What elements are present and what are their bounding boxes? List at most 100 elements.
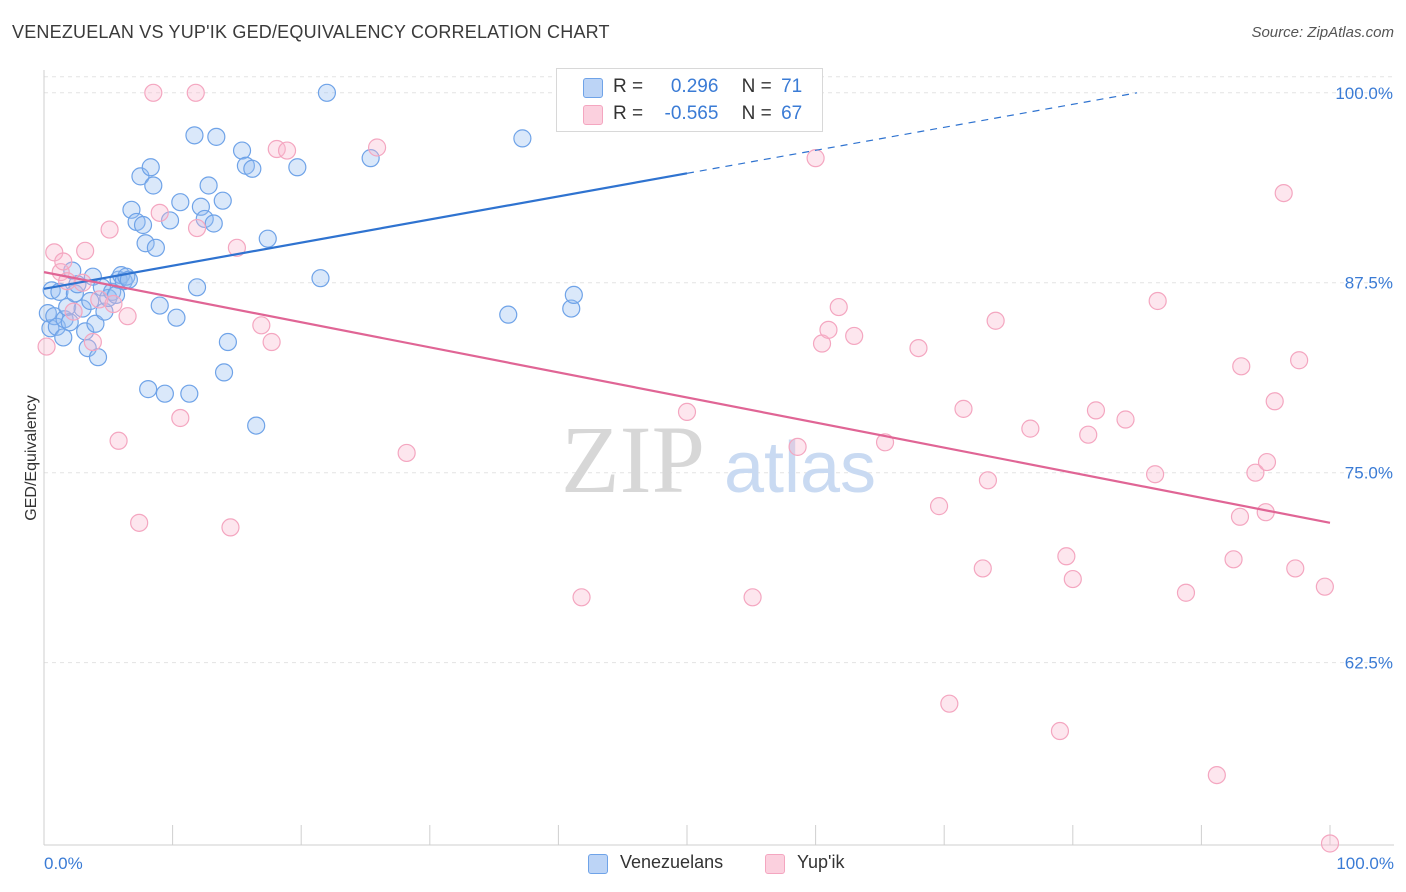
data-points	[37, 83, 1340, 853]
venezuelan-trend-extension	[686, 92, 1138, 174]
yupik-point	[986, 311, 1005, 330]
correlation-legend: R = 0.296 N = 71 R = -0.565 N = 67	[556, 68, 823, 132]
yupik-point	[104, 294, 123, 314]
venezuelan-point	[207, 127, 226, 146]
yupik-point	[1290, 351, 1309, 370]
venezuelan-point	[81, 291, 100, 311]
yupik-point	[1320, 834, 1340, 853]
source-credit: Source: ZipAtlas.com	[1251, 24, 1394, 41]
yupik-point	[875, 433, 895, 452]
venezuelan-point	[199, 176, 218, 195]
yupik-point	[186, 83, 205, 102]
venezuelan-point	[361, 149, 380, 168]
yupik-point	[1274, 183, 1293, 203]
venezuelan-point	[317, 83, 337, 102]
yupik-point	[788, 437, 807, 456]
venezuelan-point	[499, 305, 518, 324]
yupik-point	[929, 497, 949, 516]
venezuelan-point	[218, 332, 237, 352]
bottom-legend-label: Yup'ik	[797, 852, 845, 872]
legend-row-yupik: R = -0.565 N = 67	[583, 103, 802, 125]
legend-r-label: R =	[613, 76, 644, 97]
yupik-point	[1086, 401, 1106, 420]
legend-r-value: 0.296	[670, 76, 719, 97]
yupik-point	[954, 399, 973, 418]
venezuelan-point	[243, 159, 262, 178]
bottom-legend-swatch-blue	[588, 854, 608, 874]
y-tick-label: 62.5%	[1345, 654, 1393, 673]
venezuelan-point	[232, 141, 252, 160]
yupik-point	[187, 218, 207, 238]
yupik-point	[397, 443, 416, 463]
venezuelan-point	[562, 299, 581, 318]
watermark-atlas: atlas	[724, 428, 876, 508]
yupik-point	[144, 83, 163, 102]
yupik-point	[829, 297, 848, 317]
yupik-point	[367, 138, 387, 157]
legend-r-label: R =	[613, 103, 644, 124]
yupik-point	[1230, 507, 1250, 526]
venezuelan-point	[155, 384, 174, 403]
yupik-point	[83, 332, 102, 352]
legend-r-value: -0.565	[664, 103, 719, 124]
venezuelan-point	[150, 296, 169, 315]
bottom-legend-yupik: Yup'ik	[765, 852, 845, 874]
venezuelan-trend-line	[43, 172, 688, 290]
legend-swatch-blue	[583, 78, 603, 98]
yupik-point	[109, 431, 128, 450]
chart-title: VENEZUELAN VS YUP'IK GED/EQUIVALENCY COR…	[12, 22, 610, 42]
yupik-point	[978, 471, 998, 490]
yupik-point	[1224, 550, 1243, 569]
venezuelan-point	[160, 211, 180, 230]
yupik-point	[54, 252, 73, 271]
yupik-point	[1232, 357, 1251, 376]
yupik-point	[1057, 547, 1076, 566]
venezuelan-point	[139, 380, 158, 399]
yupik-point	[90, 290, 109, 309]
bottom-legend-venezuelans: Venezuelans	[588, 852, 724, 874]
yupik-point	[1286, 559, 1305, 578]
x-tick-label: 100.0%	[1336, 854, 1394, 873]
yupik-point	[227, 238, 246, 257]
venezuelan-point	[54, 328, 73, 347]
yupik-point	[277, 141, 297, 160]
venezuelan-point	[288, 158, 307, 177]
axes	[43, 70, 1394, 846]
yupik-point	[1176, 583, 1196, 602]
yupik-point	[130, 513, 149, 532]
legend-n-value: 71	[781, 76, 803, 97]
yupik-point	[252, 316, 271, 335]
yupik-point	[677, 402, 697, 422]
yupik-point	[845, 326, 864, 346]
venezuelan-point	[88, 348, 108, 367]
x-tick-label: 0.0%	[44, 854, 83, 873]
yupik-point	[1265, 392, 1284, 411]
venezuelan-point	[131, 167, 150, 186]
venezuelan-point	[171, 193, 190, 212]
venezuelan-point	[564, 285, 583, 305]
yupik-point	[909, 338, 928, 358]
venezuelan-point	[136, 234, 155, 253]
yupik-point	[1116, 410, 1135, 429]
venezuelan-point	[204, 214, 223, 233]
yupik-point	[64, 302, 83, 321]
yupik-point	[100, 220, 119, 239]
yupik-point	[1257, 452, 1277, 472]
bottom-legend-label: Venezuelans	[620, 852, 724, 872]
venezuelan-point	[258, 229, 277, 248]
yupik-point	[1079, 425, 1098, 444]
y-tick-label: 87.5%	[1345, 274, 1393, 293]
venezuelan-point	[60, 313, 79, 332]
tick-labels: 62.5% 75.0% 87.5% 100.0% 0.0% 100.0%	[44, 84, 1394, 873]
yupik-point	[743, 588, 762, 607]
venezuelan-point	[167, 308, 186, 327]
venezuelan-point	[133, 215, 153, 235]
venezuelan-point	[86, 314, 105, 333]
yupik-point	[819, 320, 838, 339]
yupik-point	[76, 241, 95, 260]
yupik-point	[171, 408, 190, 428]
legend-swatch-pink	[583, 105, 603, 125]
yupik-trend-line	[43, 271, 1331, 524]
venezuelan-point	[214, 363, 234, 382]
venezuelan-point	[195, 209, 214, 229]
